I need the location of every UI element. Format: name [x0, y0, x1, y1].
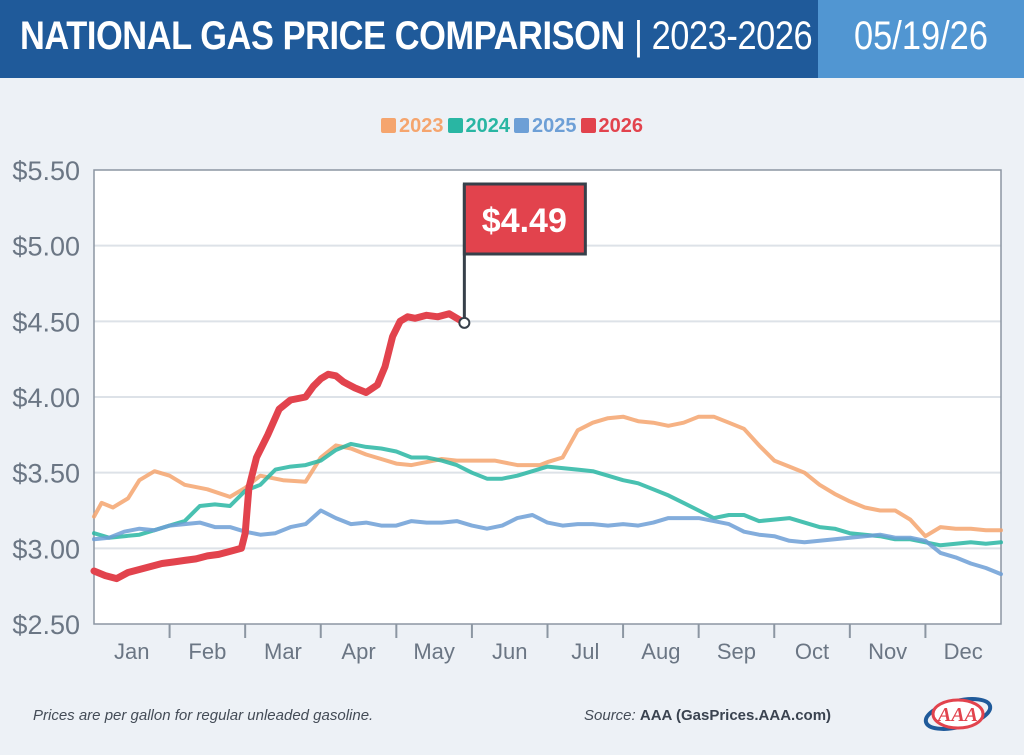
- aaa-logo: AAA: [923, 697, 993, 731]
- series-line-2026: [90, 310, 468, 583]
- chart-legend: 2023 2024 2025 2026: [0, 115, 1024, 138]
- legend-swatch: [580, 118, 596, 133]
- annotation-flag: [462, 182, 587, 256]
- x-tick-label: Feb: [188, 639, 226, 664]
- legend-swatch: [381, 118, 396, 133]
- x-tick-label: Dec: [944, 639, 983, 664]
- legend-label: 2025: [532, 115, 577, 137]
- x-tick-label: Nov: [868, 639, 907, 664]
- title-years: | 2023-2026: [624, 14, 813, 58]
- title-main: NATIONAL GAS PRICE COMPARISON: [20, 14, 625, 58]
- annotation-label: $4.49: [482, 202, 567, 240]
- annotation-marker: [458, 316, 471, 329]
- source-credit: Source: AAA (GasPrices.AAA.com): [584, 707, 831, 724]
- legend-item-2025: 2025: [514, 115, 577, 138]
- date-text: 05/19/26: [854, 14, 988, 58]
- x-tick-label: Jan: [114, 639, 149, 664]
- x-tick-label: Oct: [795, 639, 829, 664]
- legend-swatch: [447, 118, 463, 133]
- x-tick-label: Jul: [571, 639, 599, 664]
- legend-item-2024: 2024: [447, 115, 511, 138]
- x-tick-label: Mar: [264, 639, 302, 664]
- source-label: Source:: [584, 707, 636, 724]
- series-line-2023: [92, 414, 1003, 539]
- legend-label: 2024: [465, 115, 511, 137]
- page-title: NATIONAL GAS PRICE COMPARISON | 2023-202…: [20, 14, 813, 59]
- legend-label: 2026: [598, 115, 644, 137]
- footnote: Prices are per gallon for regular unlead…: [33, 707, 374, 724]
- y-tick-label: $3.00: [12, 534, 80, 564]
- legend-item-2023: 2023: [381, 115, 444, 138]
- x-tick-label: May: [413, 639, 455, 664]
- source-value: AAA (GasPrices.AAA.com): [639, 707, 832, 724]
- x-tick-label: Apr: [341, 639, 375, 664]
- svg-text:AAA: AAA: [936, 704, 978, 726]
- legend-swatch: [514, 118, 529, 133]
- y-tick-label: $5.50: [12, 156, 80, 186]
- x-tick-label: Jun: [492, 639, 527, 664]
- y-tick-label: $2.50: [12, 610, 80, 640]
- legend-label: 2023: [399, 115, 444, 137]
- date-badge: 05/19/26: [818, 0, 1024, 78]
- y-tick-label: $4.00: [12, 383, 80, 413]
- y-tick-label: $3.50: [12, 459, 80, 489]
- x-tick-label: Aug: [641, 639, 680, 664]
- x-tick-label: Sep: [717, 639, 756, 664]
- legend-item-2026: 2026: [580, 115, 644, 138]
- y-tick-label: $4.50: [12, 307, 80, 337]
- y-tick-label: $5.00: [12, 232, 80, 262]
